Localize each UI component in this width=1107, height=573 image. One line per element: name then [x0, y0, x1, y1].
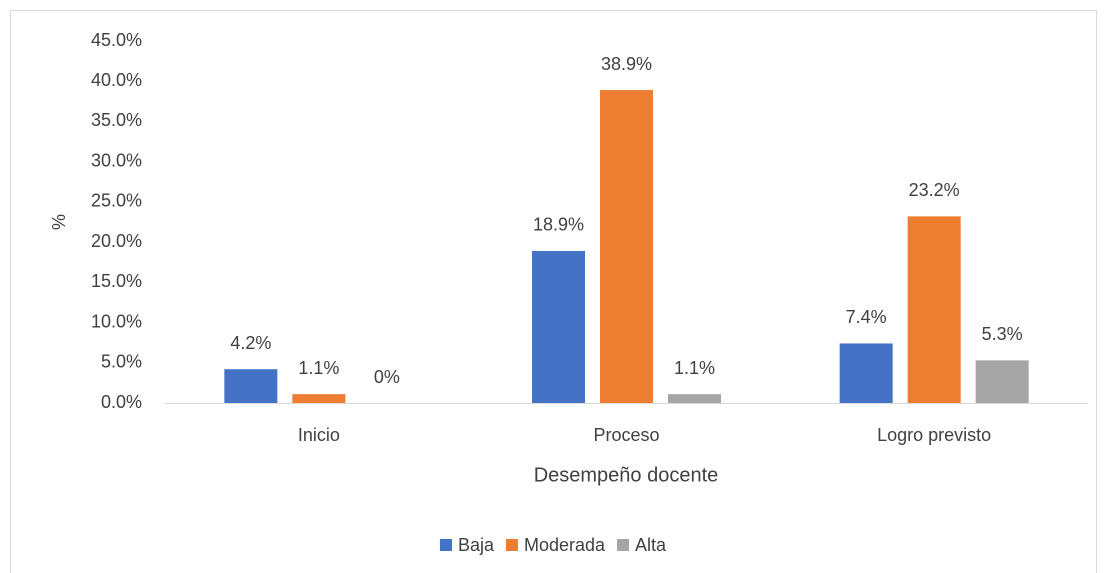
- x-tick-label: Logro previsto: [877, 425, 991, 445]
- y-tick-label: 35.0%: [91, 110, 142, 130]
- legend-swatch: [617, 539, 630, 551]
- x-axis-title: Desempeño docente: [534, 464, 719, 486]
- y-axis-title: %: [49, 214, 69, 230]
- legend-label: Alta: [635, 535, 667, 555]
- value-label: 38.9%: [601, 54, 652, 74]
- legend-swatch: [505, 539, 518, 551]
- bar: [907, 216, 961, 403]
- value-label: 0%: [374, 367, 400, 387]
- x-tick-label: Inicio: [298, 425, 340, 445]
- y-tick-label: 20.0%: [91, 231, 142, 251]
- y-tick-label: 5.0%: [101, 352, 142, 372]
- bar: [839, 343, 893, 403]
- y-tick-label: 0.0%: [101, 392, 142, 412]
- y-tick-label: 45.0%: [91, 30, 142, 50]
- y-tick-label: 10.0%: [91, 311, 142, 331]
- bar: [292, 394, 346, 403]
- bar: [975, 360, 1029, 403]
- value-label: 18.9%: [533, 215, 584, 235]
- bar: [224, 369, 278, 403]
- bar: [668, 394, 721, 403]
- legend-label: Baja: [458, 535, 495, 555]
- y-tick-label: 15.0%: [91, 271, 142, 291]
- chart-frame: [10, 10, 1097, 573]
- x-tick-label: Proceso: [593, 425, 659, 445]
- bar: [600, 90, 653, 404]
- legend-label: Moderada: [524, 535, 606, 555]
- value-label: 7.4%: [846, 307, 887, 327]
- value-label: 1.1%: [674, 358, 715, 378]
- y-tick-label: 25.0%: [91, 191, 142, 211]
- legend-swatch: [439, 539, 452, 551]
- y-tick-label: 30.0%: [91, 150, 142, 170]
- value-label: 5.3%: [982, 324, 1023, 344]
- y-tick-label: 40.0%: [91, 70, 142, 90]
- value-label: 1.1%: [298, 358, 339, 378]
- bar: [532, 250, 585, 403]
- value-label: 4.2%: [230, 333, 271, 353]
- value-label: 23.2%: [909, 180, 960, 200]
